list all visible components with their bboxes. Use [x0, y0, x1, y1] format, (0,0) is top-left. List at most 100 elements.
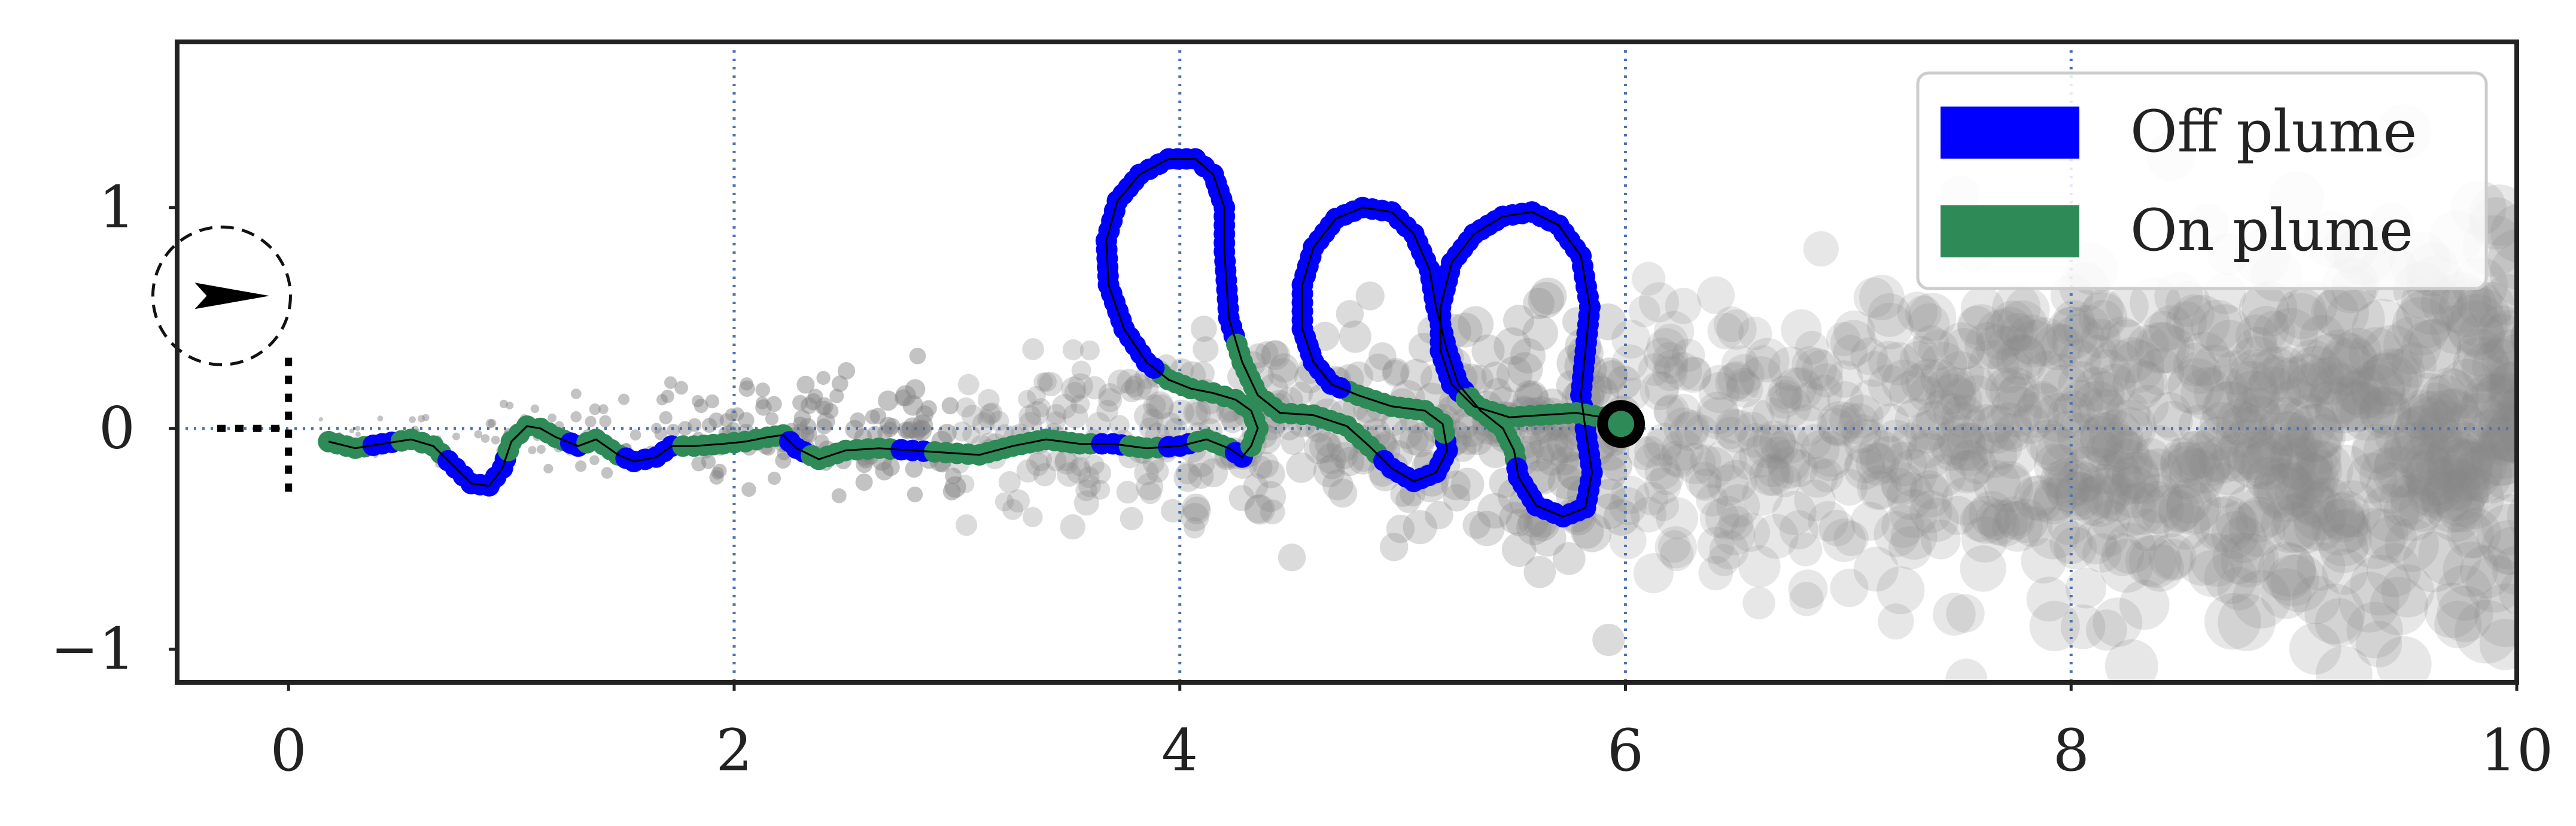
plume-puff — [2319, 524, 2368, 573]
plume-puff — [2311, 499, 2368, 556]
plume-puff — [1830, 320, 1877, 367]
plume-puff — [913, 419, 930, 437]
plume-puff — [1529, 519, 1567, 557]
plume-puff — [1909, 470, 1949, 509]
x-tick-label: 8 — [2053, 717, 2090, 784]
plume-puff — [2430, 305, 2479, 354]
plume-puff — [1820, 405, 1861, 445]
plume-puff — [2264, 411, 2310, 457]
plume-puff — [1716, 309, 1757, 350]
plume-puff — [1608, 487, 1647, 526]
plume-puff — [2152, 539, 2194, 580]
plume-puff — [2203, 447, 2253, 496]
plume-puff — [1874, 511, 1920, 557]
plume-puff — [1768, 375, 1802, 409]
plume-puff — [2199, 496, 2256, 553]
plume-puff — [2178, 441, 2231, 494]
x-tick-label: 0 — [270, 717, 307, 784]
plume-puff — [1355, 281, 1385, 311]
plume-puff — [1833, 521, 1869, 556]
plume-puff — [598, 404, 609, 414]
plume-puff — [2426, 458, 2489, 521]
plume-puff — [2361, 324, 2423, 387]
plume-puff — [2152, 400, 2193, 442]
plume-puff — [956, 397, 977, 418]
plume-puff — [2217, 567, 2261, 611]
plume-puff — [1791, 381, 1831, 421]
plume-puff — [956, 514, 978, 536]
plume-puff — [1657, 530, 1691, 563]
plume-puff — [2280, 394, 2337, 451]
plume-puff — [1709, 530, 1749, 570]
plume-puff — [2078, 387, 2120, 430]
plume-puff — [1054, 450, 1079, 475]
plume-puff — [2350, 429, 2403, 481]
plume-puff — [2359, 353, 2412, 406]
plume-puff — [1975, 499, 2017, 540]
plume-puff — [2418, 388, 2482, 453]
plume-puff — [765, 412, 779, 426]
plume-puff — [2101, 533, 2145, 576]
plume-puff — [2033, 477, 2078, 521]
plume-puff — [1592, 624, 1625, 657]
plume-puff — [2407, 469, 2456, 517]
plume-puff — [1996, 501, 2035, 540]
plume-puff — [2361, 484, 2419, 542]
plume-puff — [1698, 555, 1733, 591]
plume-puff — [1045, 450, 1067, 472]
plume-puff — [1961, 404, 2012, 454]
plume-puff — [2407, 390, 2461, 445]
plume-puff — [2289, 339, 2337, 387]
plume-puff — [2046, 461, 2088, 503]
plume-puff — [1522, 315, 1558, 351]
plume-puff — [1984, 463, 2034, 513]
plume-puff — [2498, 385, 2517, 435]
plume-puff — [2234, 427, 2292, 485]
plume-puff — [1228, 485, 1255, 511]
plume-puff — [1529, 277, 1567, 315]
plume-puff — [902, 394, 923, 416]
plume-puff — [2252, 346, 2300, 394]
plume-puff — [1833, 310, 1875, 352]
plume-puff — [1650, 461, 1684, 496]
plume-puff — [1458, 306, 1494, 342]
plume-puff — [2374, 407, 2429, 462]
plume-puff — [2315, 598, 2364, 647]
plume-puff — [1714, 363, 1754, 402]
plume-puff — [1808, 431, 1854, 477]
plume-puff — [1689, 468, 1722, 502]
plume-puff — [1161, 499, 1185, 523]
plume-puff — [1139, 481, 1162, 505]
plume-puff — [1753, 420, 1796, 464]
plume-puff — [2447, 511, 2495, 559]
plume-puff — [2363, 424, 2416, 478]
plume-puff — [2274, 467, 2324, 517]
plume-puff — [977, 409, 996, 428]
plume-puff — [2085, 432, 2124, 471]
plume-puff — [2291, 575, 2341, 624]
plume-puff — [2079, 448, 2127, 494]
plume-puff — [1713, 514, 1756, 555]
plume-puff — [2450, 347, 2507, 404]
plume-puff — [2384, 422, 2436, 474]
plume-puff — [1795, 330, 1829, 365]
plume-puff — [2073, 520, 2118, 564]
plume-puff — [1705, 496, 1749, 540]
plume-puff — [1925, 366, 1974, 415]
plume-puff — [2128, 535, 2182, 588]
plume-puff — [1841, 414, 1881, 454]
plume-puff — [2356, 352, 2419, 415]
plume-puff — [2420, 470, 2473, 523]
plume-puff — [1964, 321, 2012, 369]
plume-puff — [1897, 291, 1938, 333]
plume-puff — [1450, 467, 1485, 501]
plume-puff — [1027, 385, 1046, 405]
plume-puff — [530, 404, 540, 414]
plume-puff — [2033, 443, 2079, 488]
plume-puff — [2204, 593, 2261, 650]
plume-puff — [1962, 496, 2011, 544]
plume-puff — [2227, 349, 2286, 408]
plume-puff — [2242, 281, 2298, 337]
plume-puff — [1809, 363, 1844, 398]
plume-puff — [1789, 582, 1824, 617]
